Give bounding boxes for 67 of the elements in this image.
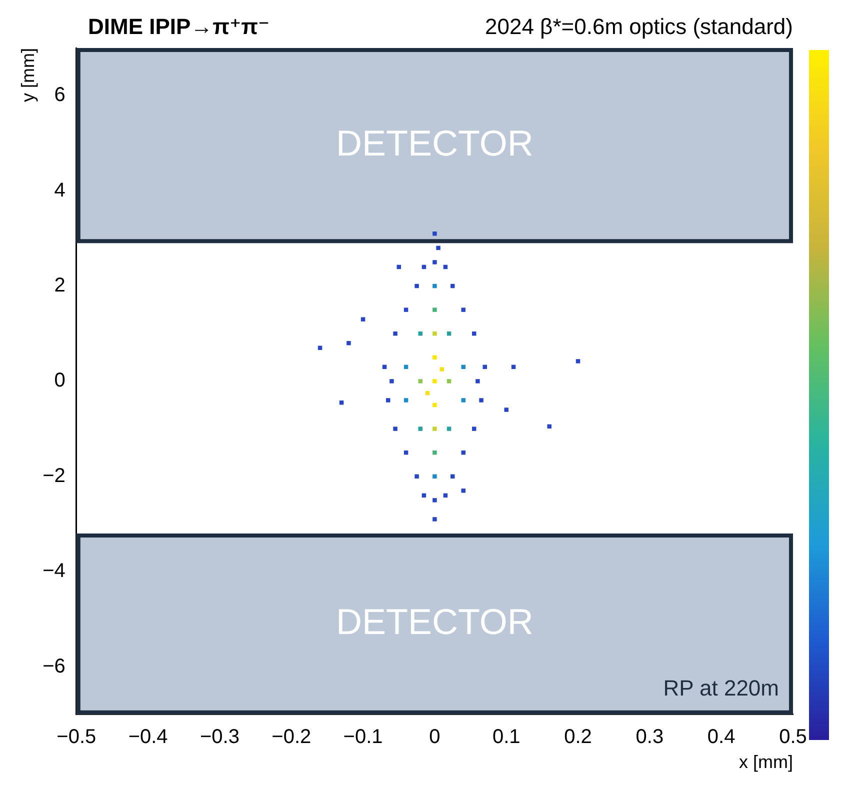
- point: [436, 246, 440, 250]
- point: [432, 474, 437, 479]
- point: [418, 331, 422, 336]
- y-tick-label: 0: [54, 370, 66, 392]
- x-axis-title: x [mm]: [739, 752, 793, 772]
- point: [446, 426, 452, 431]
- x-tick-label: 0.2: [564, 726, 592, 748]
- x-tick-label: 0.4: [707, 726, 736, 748]
- point: [418, 426, 422, 431]
- chart-title: DIME IPIP→π⁺π⁻: [88, 14, 270, 40]
- point: [414, 284, 419, 288]
- annotation: RP at 220m: [663, 675, 779, 700]
- point: [476, 379, 480, 384]
- band-label: DETECTOR: [336, 600, 534, 642]
- y-tick-label: 6: [54, 84, 66, 106]
- x-tick-label: −0.2: [272, 726, 312, 748]
- point: [432, 379, 437, 384]
- point: [404, 398, 408, 402]
- point: [432, 517, 437, 522]
- point: [432, 426, 437, 431]
- point: [576, 359, 580, 364]
- point: [386, 398, 390, 402]
- x-tick-label: −0.4: [128, 726, 168, 748]
- point: [418, 379, 422, 384]
- point: [360, 317, 366, 322]
- point: [346, 341, 351, 346]
- point: [461, 308, 466, 312]
- point: [432, 331, 437, 336]
- x-tick-label: −0.1: [343, 726, 383, 748]
- chart-subtitle: 2024 β*=0.6m optics (standard): [485, 14, 793, 40]
- point: [461, 450, 466, 455]
- point: [390, 379, 394, 384]
- point: [446, 379, 452, 384]
- point: [432, 355, 437, 360]
- point: [393, 331, 398, 336]
- y-tick-label: −2: [42, 464, 66, 487]
- point: [504, 408, 508, 412]
- point: [432, 260, 437, 264]
- point: [432, 308, 437, 312]
- point: [472, 426, 476, 431]
- point: [432, 402, 437, 408]
- point: [482, 364, 487, 370]
- point: [432, 232, 437, 236]
- band-label: DETECTOR: [336, 122, 534, 164]
- point: [461, 398, 466, 402]
- x-tick-label: −0.3: [200, 726, 240, 748]
- point: [547, 424, 552, 429]
- x-tick-label: 0.3: [636, 726, 664, 748]
- y-tick-label: −6: [42, 655, 66, 678]
- y-tick-label: 4: [54, 179, 66, 202]
- x-tick-label: 0.5: [779, 726, 807, 748]
- point: [440, 367, 444, 372]
- y-tick-label: 2: [54, 274, 66, 297]
- x-tick-label: −0.5: [56, 726, 96, 748]
- point: [479, 398, 484, 402]
- point: [432, 498, 437, 502]
- point: [461, 488, 466, 493]
- point: [432, 450, 437, 455]
- point: [404, 308, 408, 312]
- y-tick-label: −4: [42, 560, 66, 582]
- point: [393, 426, 398, 431]
- point: [432, 284, 437, 288]
- x-tick-label: 0: [429, 726, 440, 748]
- y-axis-title: y [mm]: [18, 48, 38, 102]
- point: [461, 364, 466, 370]
- x-tick-label: 0.1: [492, 726, 520, 748]
- point: [414, 474, 419, 479]
